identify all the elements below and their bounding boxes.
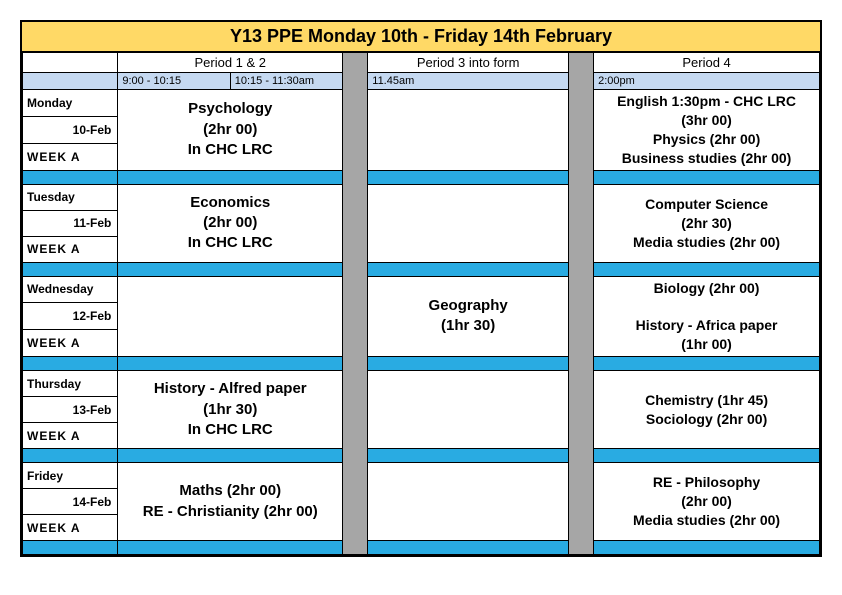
period4-header: Period 4 xyxy=(594,53,820,73)
fri-p4: RE - Philosophy(2hr 00)Media studies (2h… xyxy=(594,463,820,541)
sep-fri xyxy=(23,541,820,555)
wed-week: WEEK A xyxy=(23,330,118,357)
thu-p3 xyxy=(368,371,569,449)
time-2: 10:15 - 11:30am xyxy=(230,73,342,90)
sep-thu xyxy=(23,449,820,463)
tue-name: Tuesday xyxy=(23,184,118,210)
tue-p12: Economics(2hr 00)In CHC LRC xyxy=(118,184,343,262)
sep-mon xyxy=(23,170,820,184)
gap-col-1 xyxy=(343,53,368,555)
time-3: 11.45am xyxy=(368,73,569,90)
sep-wed xyxy=(23,357,820,371)
wed-date: 12-Feb xyxy=(23,303,118,330)
fri-row1: Fridey Maths (2hr 00)RE - Christianity (… xyxy=(23,463,820,489)
fri-date: 14-Feb xyxy=(23,489,118,515)
period12-header: Period 1 & 2 xyxy=(118,53,343,73)
gap-col-2 xyxy=(569,53,594,555)
sep-tue xyxy=(23,262,820,276)
time-4: 2:00pm xyxy=(594,73,820,90)
thu-p12: History - Alfred paper(1hr 30)In CHC LRC xyxy=(118,371,343,449)
wed-row1: Wednesday Geography(1hr 30) Biology (2hr… xyxy=(23,276,820,303)
time-1: 9:00 - 10:15 xyxy=(118,73,230,90)
thu-name: Thursday xyxy=(23,371,118,397)
thu-p4: Chemistry (1hr 45)Sociology (2hr 00) xyxy=(594,371,820,449)
thu-date: 13-Feb xyxy=(23,397,118,423)
thu-row1: Thursday History - Alfred paper(1hr 30)I… xyxy=(23,371,820,397)
mon-p4: English 1:30pm - CHC LRC(3hr 00)Physics … xyxy=(594,90,820,171)
timetable: Period 1 & 2 Period 3 into form Period 4… xyxy=(22,52,820,555)
title-bar: Y13 PPE Monday 10th - Friday 14th Februa… xyxy=(22,22,820,52)
fri-p12: Maths (2hr 00)RE - Christianity (2hr 00) xyxy=(118,463,343,541)
wed-name: Wednesday xyxy=(23,276,118,303)
timetable-frame: Y13 PPE Monday 10th - Friday 14th Februa… xyxy=(20,20,822,557)
mon-week: WEEK A xyxy=(23,143,118,170)
mon-p3 xyxy=(368,90,569,171)
period-header-row: Period 1 & 2 Period 3 into form Period 4 xyxy=(23,53,820,73)
tue-row1: Tuesday Economics(2hr 00)In CHC LRC Comp… xyxy=(23,184,820,210)
tue-p4: Computer Science(2hr 30)Media studies (2… xyxy=(594,184,820,262)
fri-p3 xyxy=(368,463,569,541)
tue-p3 xyxy=(368,184,569,262)
wed-p3: Geography(1hr 30) xyxy=(368,276,569,357)
period3-header: Period 3 into form xyxy=(368,53,569,73)
fri-week: WEEK A xyxy=(23,515,118,541)
fri-name: Fridey xyxy=(23,463,118,489)
wed-p12 xyxy=(118,276,343,357)
mon-p12: Psychology(2hr 00)In CHC LRC xyxy=(118,90,343,171)
tue-week: WEEK A xyxy=(23,236,118,262)
tue-date: 11-Feb xyxy=(23,210,118,236)
mon-date: 10-Feb xyxy=(23,116,118,143)
time-blank xyxy=(23,73,118,90)
mon-row1: Monday Psychology(2hr 00)In CHC LRC Engl… xyxy=(23,90,820,117)
thu-week: WEEK A xyxy=(23,423,118,449)
time-row: 9:00 - 10:15 10:15 - 11:30am 11.45am 2:0… xyxy=(23,73,820,90)
wed-p4: Biology (2hr 00)History - Africa paper(1… xyxy=(594,276,820,357)
mon-name: Monday xyxy=(23,90,118,117)
blank-corner xyxy=(23,53,118,73)
